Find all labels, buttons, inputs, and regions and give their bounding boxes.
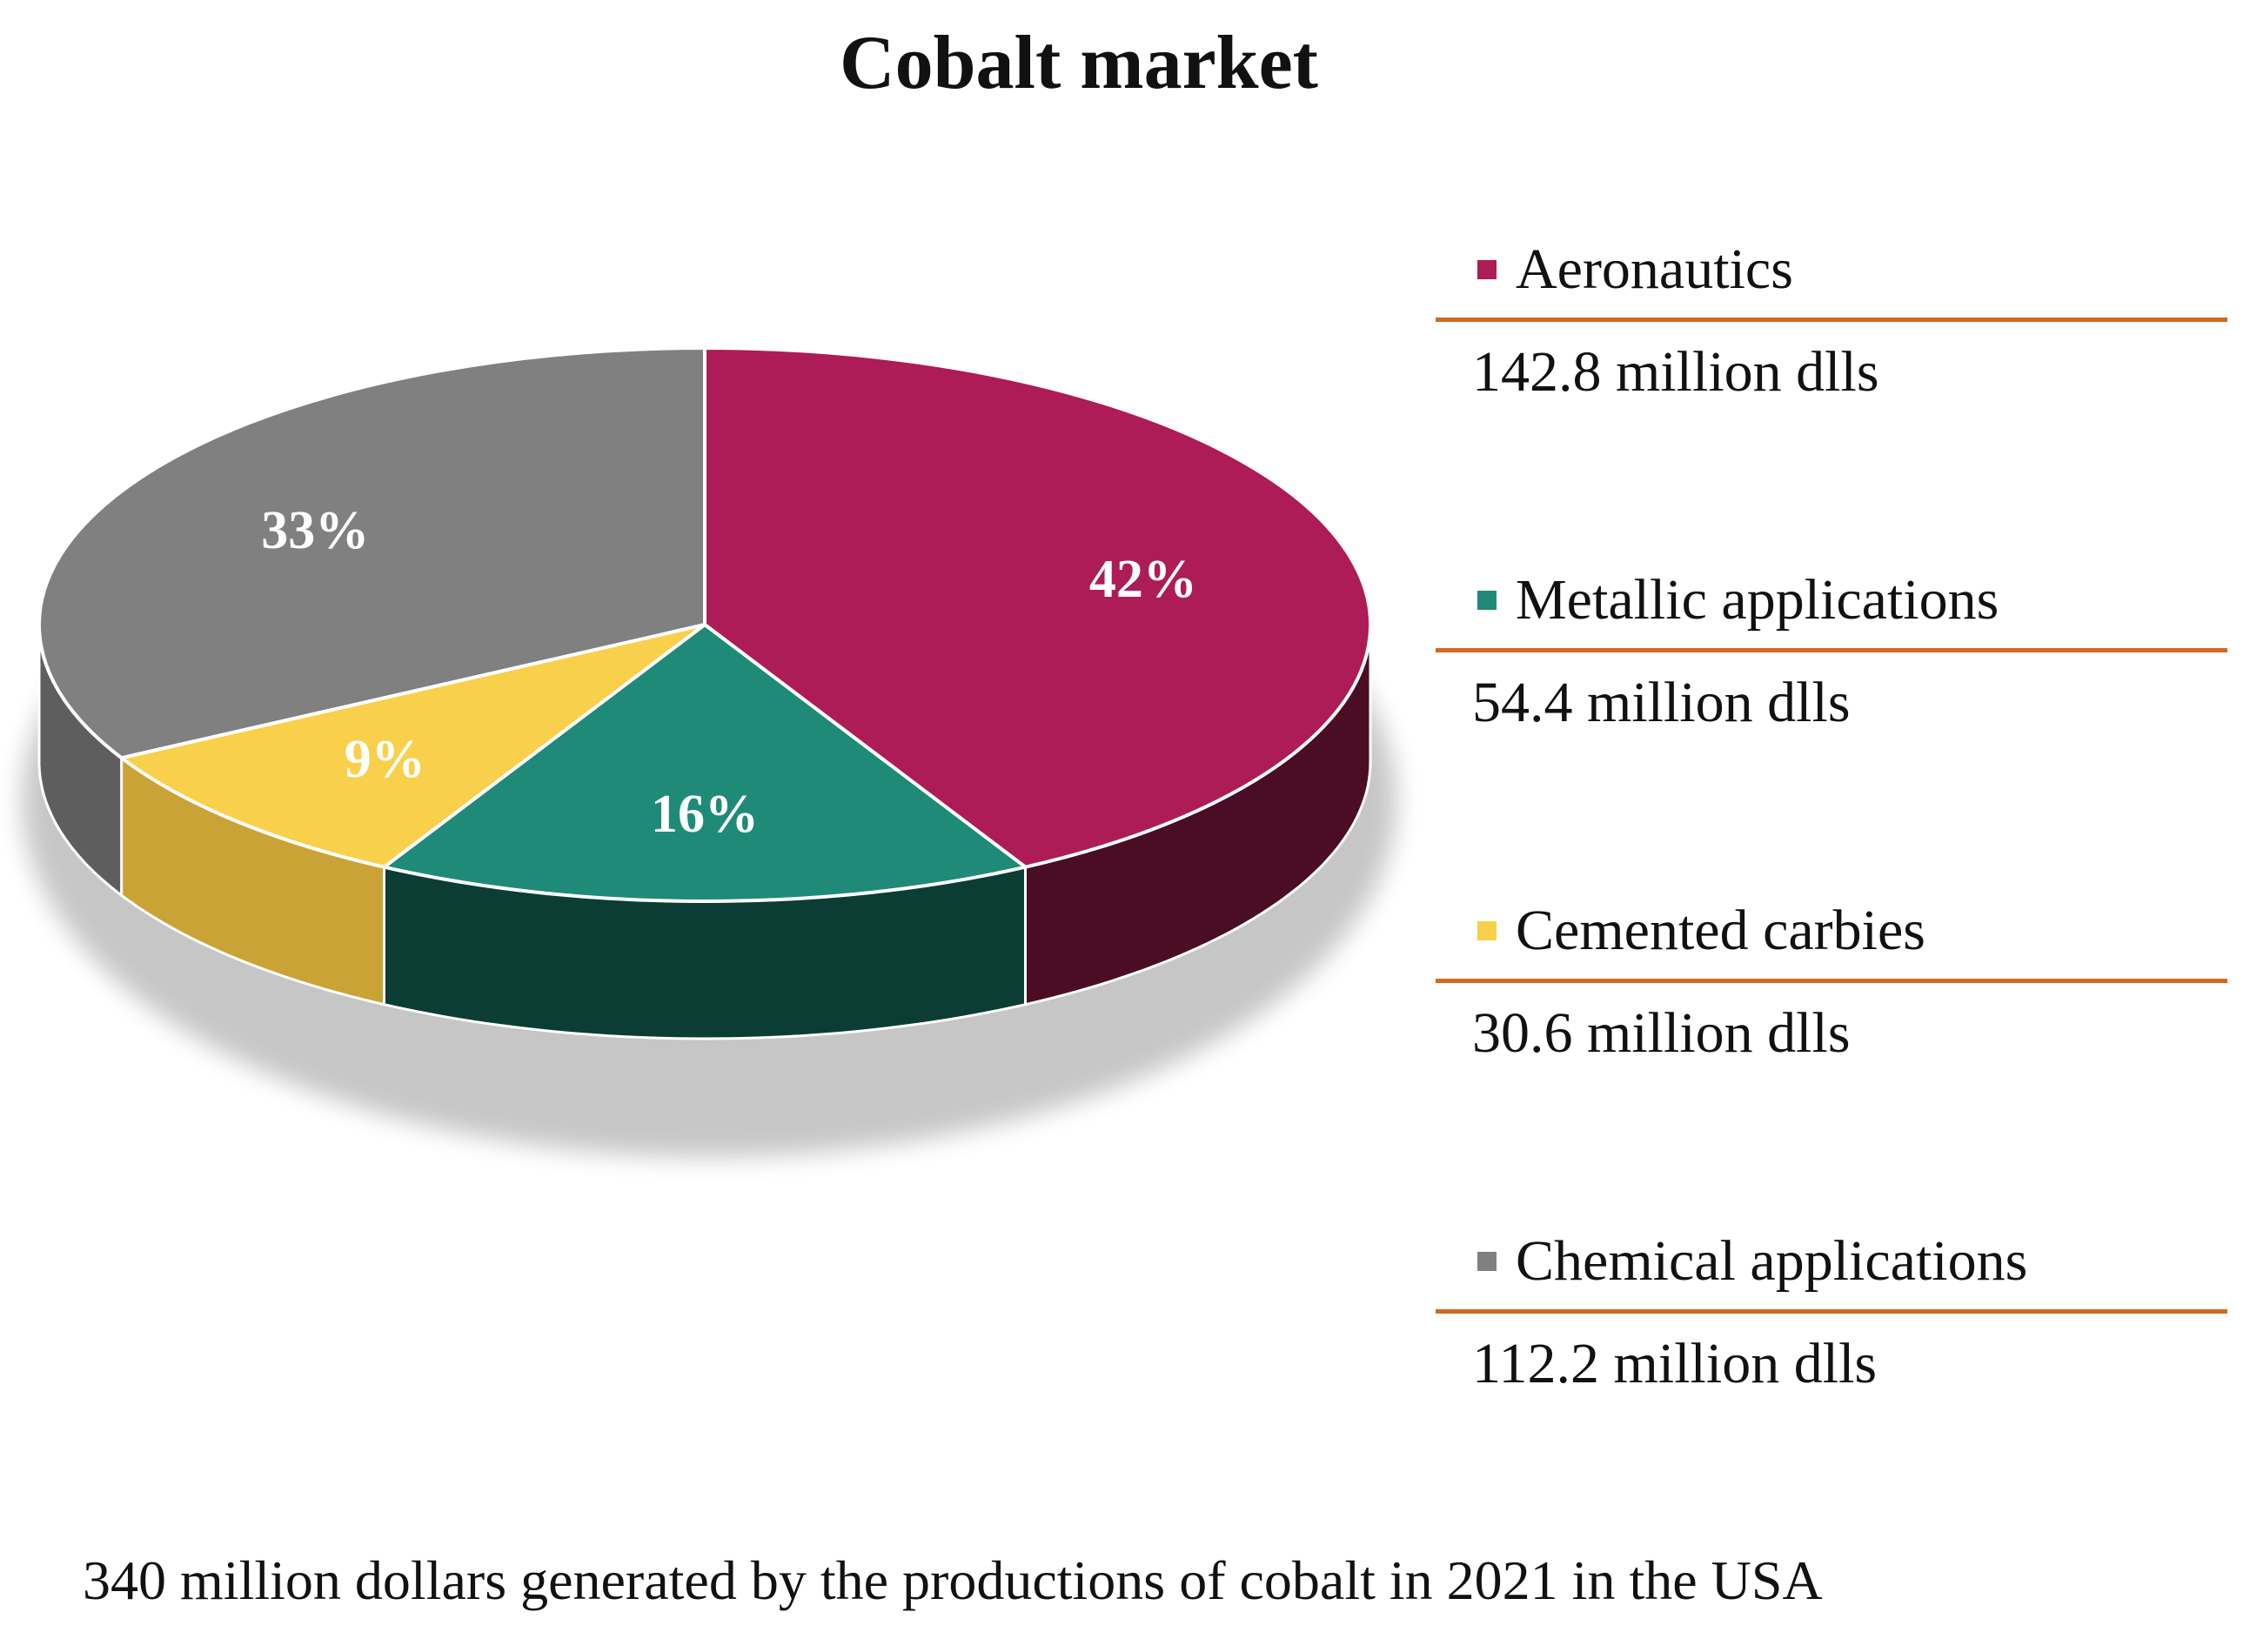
legend-swatch <box>1477 921 1497 940</box>
legend-item: Aeronautics 142.8 million dlls <box>1436 222 2227 405</box>
slice-percent-label: 16% <box>651 785 759 844</box>
slice-percent-label: 9% <box>345 730 425 789</box>
pie-tops <box>37 346 1373 904</box>
legend-item-name: Aeronautics <box>1516 237 1793 301</box>
legend-swatch <box>1477 260 1497 279</box>
legend-item-name: Metallic applications <box>1516 568 1999 632</box>
legend-item-header: Cemented carbies <box>1436 883 2227 983</box>
pie-slice <box>119 623 706 869</box>
legend-swatch <box>1477 1252 1497 1271</box>
legend-item-header: Aeronautics <box>1436 222 2227 322</box>
chart-caption: 340 million dollars generated by the pro… <box>83 1549 1823 1611</box>
slice-percent-label: 42% <box>1089 550 1197 609</box>
legend-item-value: 112.2 million dlls <box>1472 1332 1878 1395</box>
legend-item: Chemical applications 112.2 million dlls <box>1436 1214 2227 1397</box>
legend-item-name: Chemical applications <box>1516 1229 2028 1293</box>
pie-slice <box>703 346 1373 869</box>
legend-swatch <box>1477 591 1497 610</box>
pie-sides <box>37 624 1372 1040</box>
legend-item-value: 142.8 million dlls <box>1472 340 1879 404</box>
pie-slice <box>37 346 706 760</box>
slice-percent-label: 33% <box>261 501 369 560</box>
legend-item-name: Cemented carbies <box>1516 899 1925 962</box>
legend-item-header: Metallic applications <box>1436 552 2227 652</box>
pie-labels: 42% 16% 9% 33% <box>261 501 1197 844</box>
legend-item-header: Chemical applications <box>1436 1214 2227 1314</box>
pie-slice <box>382 623 1028 904</box>
legend-item: Metallic applications 54.4 million dlls <box>1436 552 2227 736</box>
chart-title: Cobalt market <box>840 21 1318 105</box>
legend-item: Cemented carbies 30.6 million dlls <box>1436 883 2227 1067</box>
legend-item-value: 30.6 million dlls <box>1472 1001 1851 1065</box>
legend-item-value: 54.4 million dlls <box>1472 671 1851 734</box>
